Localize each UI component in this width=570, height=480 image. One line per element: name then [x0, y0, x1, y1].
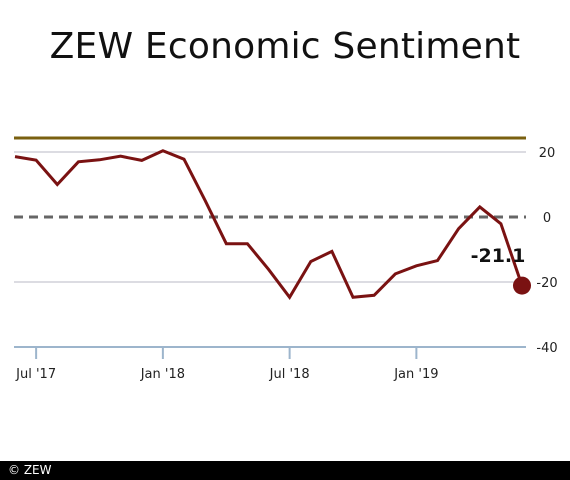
y-tick-label: 20	[539, 146, 556, 161]
series-line	[14, 149, 524, 300]
series-layer	[14, 149, 531, 300]
x-tick-label: Jul '18	[269, 367, 310, 382]
y-tick-label: -20	[536, 276, 557, 291]
x-axis	[14, 346, 526, 359]
x-tick-label: Jan '19	[393, 367, 438, 382]
tick-labels: Jul '17 Jan '18 Jul '18 Jan '19 20 0 -20 -40 -21…	[15, 146, 557, 382]
last-value-label: -21.1	[471, 245, 526, 267]
x-tick-label: Jan '18	[140, 367, 185, 382]
reference-lines	[14, 136, 526, 219]
copyright-text: © ZEW	[8, 463, 52, 477]
y-tick-label: -40	[536, 341, 557, 356]
footer-bar: © ZEW	[0, 461, 570, 480]
x-tick-label: Jul '17	[15, 367, 56, 382]
line-chart: Jul '17 Jan '18 Jul '18 Jan '19 20 0 -20 -40 -21…	[14, 136, 558, 382]
grid-lines	[14, 151, 526, 283]
last-value-marker	[513, 276, 531, 295]
y-tick-label: 0	[543, 211, 551, 226]
chart-title: ZEW Economic Sentiment	[49, 26, 521, 67]
